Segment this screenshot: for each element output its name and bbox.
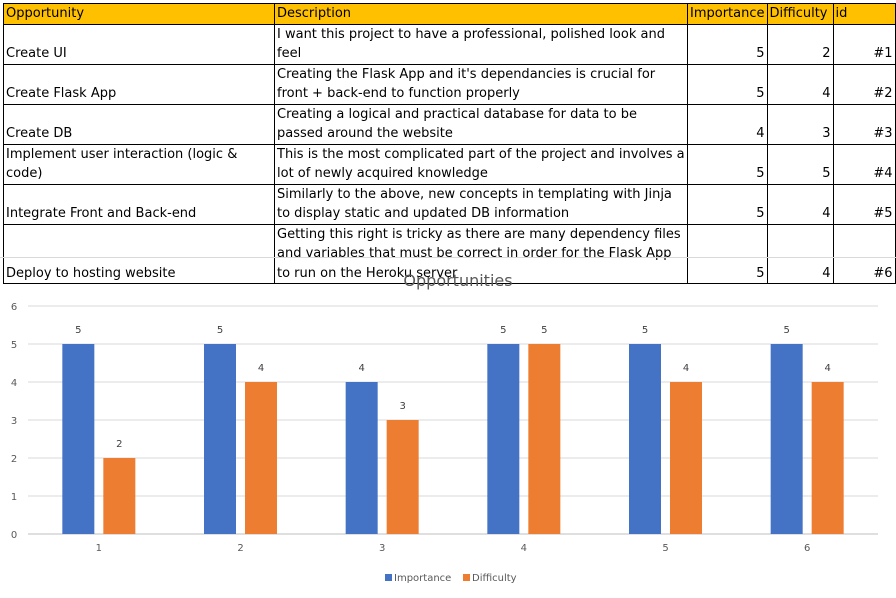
bar-importance bbox=[770, 344, 803, 534]
header-cell-description[interactable]: Description bbox=[274, 3, 688, 25]
chart-legend[interactable]: Importance Difficulty bbox=[385, 573, 517, 584]
data-label: 5 bbox=[783, 325, 789, 336]
opportunity-cell[interactable]: Create UI bbox=[3, 23, 275, 65]
bar-difficulty bbox=[811, 382, 844, 534]
table-row: Implement user interaction (logic & code… bbox=[3, 143, 896, 185]
id-cell[interactable]: #3 bbox=[832, 103, 896, 145]
importance-cell[interactable]: 5 bbox=[687, 23, 768, 65]
x-tick-label: 4 bbox=[521, 543, 527, 554]
table-row: Create Flask App Creating the Flask App … bbox=[3, 63, 896, 105]
data-label: 5 bbox=[75, 325, 81, 336]
data-label: 4 bbox=[258, 363, 264, 374]
legend-swatch bbox=[385, 574, 392, 581]
opportunity-cell[interactable]: Integrate Front and Back-end bbox=[3, 183, 275, 225]
description-cell[interactable]: Similarly to the above, new concepts in … bbox=[274, 183, 688, 225]
difficulty-cell[interactable]: 4 bbox=[766, 63, 834, 105]
importance-cell[interactable]: 5 bbox=[687, 143, 768, 185]
opportunity-cell[interactable]: Deploy to hosting website bbox=[3, 223, 275, 284]
data-label: 4 bbox=[824, 363, 830, 374]
y-tick-label: 4 bbox=[11, 378, 17, 389]
x-axis: 1 2 3 4 5 6 bbox=[96, 543, 811, 554]
y-tick-label: 6 bbox=[11, 302, 17, 313]
bar-difficulty bbox=[386, 420, 419, 534]
id-cell[interactable]: #2 bbox=[832, 63, 896, 105]
opportunities-table: Opportunity Description Importance Diffi… bbox=[3, 3, 896, 284]
difficulty-cell[interactable]: 3 bbox=[766, 103, 834, 145]
id-cell[interactable]: #4 bbox=[832, 143, 896, 185]
bar-importance bbox=[345, 382, 378, 534]
opportunity-cell[interactable]: Create Flask App bbox=[3, 63, 275, 105]
bar-importance bbox=[487, 344, 520, 534]
data-label: 3 bbox=[399, 401, 405, 412]
description-cell[interactable]: I want this project to have a profession… bbox=[274, 23, 688, 65]
legend-swatch bbox=[463, 574, 470, 581]
difficulty-cell[interactable]: 4 bbox=[766, 183, 834, 225]
id-cell[interactable]: #6 bbox=[832, 223, 896, 284]
data-labels: 5 2 5 4 4 3 5 5 5 4 5 4 bbox=[75, 325, 831, 450]
y-tick-label: 0 bbox=[11, 530, 17, 541]
bar-difficulty bbox=[103, 458, 136, 534]
importance-cell[interactable]: 5 bbox=[687, 223, 768, 284]
data-label: 4 bbox=[358, 363, 364, 374]
x-tick-label: 5 bbox=[662, 543, 668, 554]
header-cell-importance[interactable]: Importance bbox=[687, 3, 768, 25]
table-row: Integrate Front and Back-end Similarly t… bbox=[3, 183, 896, 225]
opportunity-cell[interactable]: Implement user interaction (logic & code… bbox=[3, 143, 275, 185]
y-tick-label: 1 bbox=[11, 492, 17, 503]
bar-importance bbox=[629, 344, 661, 534]
y-tick-label: 3 bbox=[11, 416, 17, 427]
x-tick-label: 6 bbox=[804, 543, 810, 554]
bar-difficulty bbox=[245, 382, 277, 534]
header-cell-opportunity[interactable]: Opportunity bbox=[3, 3, 275, 25]
header-cell-difficulty[interactable]: Difficulty bbox=[766, 3, 834, 25]
bar-importance bbox=[62, 344, 95, 534]
x-tick-label: 1 bbox=[96, 543, 102, 554]
gridlines bbox=[28, 305, 878, 535]
description-cell[interactable]: Creating the Flask App and it's dependan… bbox=[274, 63, 688, 105]
header-cell-id[interactable]: id bbox=[832, 3, 896, 25]
importance-cell[interactable]: 4 bbox=[687, 103, 768, 145]
chart-title[interactable]: Opportunities bbox=[403, 271, 512, 290]
id-cell[interactable]: #5 bbox=[832, 183, 896, 225]
legend-label-importance: Importance bbox=[394, 573, 451, 584]
y-tick-label: 2 bbox=[11, 454, 17, 465]
bar-difficulty bbox=[528, 344, 561, 534]
data-label: 5 bbox=[217, 325, 223, 336]
description-cell[interactable]: This is the most complicated part of the… bbox=[274, 143, 688, 185]
y-axis: 0 1 2 3 4 5 6 bbox=[11, 302, 17, 541]
y-tick-label: 5 bbox=[11, 340, 17, 351]
difficulty-cell[interactable]: 4 bbox=[766, 223, 834, 284]
bar-difficulty bbox=[670, 382, 702, 534]
legend-label-difficulty: Difficulty bbox=[472, 573, 517, 584]
opportunity-cell[interactable]: Create DB bbox=[3, 103, 275, 145]
x-tick-label: 3 bbox=[379, 543, 385, 554]
data-label: 5 bbox=[642, 325, 648, 336]
table-row: Create DB Creating a logical and practic… bbox=[3, 103, 896, 145]
importance-cell[interactable]: 5 bbox=[687, 183, 768, 225]
difficulty-cell[interactable]: 2 bbox=[766, 23, 834, 65]
table-header-row: Opportunity Description Importance Diffi… bbox=[3, 3, 896, 25]
importance-cell[interactable]: 5 bbox=[687, 63, 768, 105]
x-tick-label: 2 bbox=[237, 543, 243, 554]
data-label: 5 bbox=[541, 325, 547, 336]
bar-importance bbox=[204, 344, 236, 534]
id-cell[interactable]: #1 bbox=[832, 23, 896, 65]
data-label: 5 bbox=[500, 325, 506, 336]
difficulty-cell[interactable]: 5 bbox=[766, 143, 834, 185]
data-label: 2 bbox=[116, 439, 122, 450]
bar-series bbox=[62, 344, 844, 534]
table-row: Create UI I want this project to have a … bbox=[3, 23, 896, 65]
data-label: 4 bbox=[683, 363, 689, 374]
description-cell[interactable]: Creating a logical and practical databas… bbox=[274, 103, 688, 145]
